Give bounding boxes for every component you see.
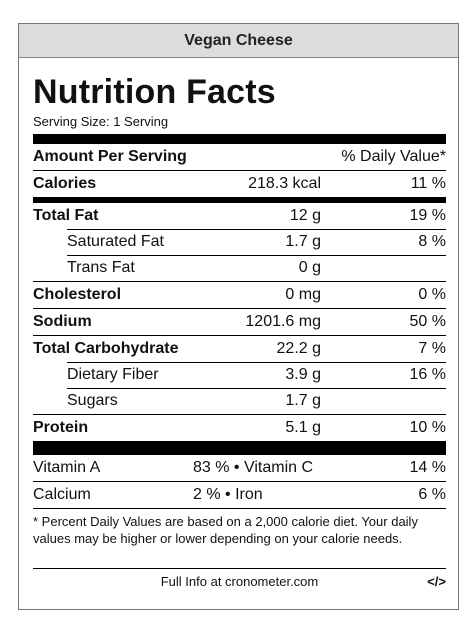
nutrient-row-sugars: Sugars 1.7 g bbox=[33, 388, 446, 414]
nutrient-amount: 1201.6 mg bbox=[245, 313, 321, 330]
label-body: Nutrition Facts Serving Size: 1 Serving … bbox=[33, 64, 446, 595]
nutrient-name: Protein bbox=[33, 419, 89, 436]
nutrient-amount: 0 g bbox=[298, 259, 321, 276]
nutrient-name: Total Fat bbox=[33, 207, 99, 224]
nutrient-amount: 22.2 g bbox=[276, 340, 321, 357]
label-footer: Full Info at cronometer.com </> bbox=[33, 568, 446, 595]
nutrient-row-trans-fat: Trans Fat 0 g bbox=[33, 255, 446, 281]
nutrient-name: Dietary Fiber bbox=[67, 366, 159, 383]
vitamin-row: Calcium 2 % • Iron 6 % bbox=[33, 481, 446, 508]
serving-size: Serving Size: 1 Serving bbox=[33, 114, 169, 129]
nutrient-name: Total Carbohydrate bbox=[33, 340, 179, 357]
daily-value-label: % Daily Value* bbox=[341, 148, 446, 165]
divider-heavy bbox=[33, 441, 446, 455]
cronometer-link[interactable]: Full Info at cronometer.com bbox=[160, 574, 319, 589]
nutrient-dv: 0 % bbox=[418, 286, 446, 303]
vitamin-row: Vitamin A 83 % • Vitamin C 14 % bbox=[33, 455, 446, 481]
embed-code-icon[interactable]: </> bbox=[427, 574, 446, 589]
divider-thick bbox=[33, 134, 446, 144]
nutrient-amount: 1.7 g bbox=[285, 392, 321, 409]
nutrient-row-total-fat: Total Fat 12 g 19 % bbox=[33, 203, 446, 229]
nutrient-row-sodium: Sodium 1201.6 mg 50 % bbox=[33, 308, 446, 335]
nutrient-name: Trans Fat bbox=[67, 259, 135, 276]
nutrient-name: Cholesterol bbox=[33, 286, 122, 303]
vitamin-name: Vitamin A bbox=[33, 459, 101, 476]
nutrient-dv: 16 % bbox=[409, 366, 446, 383]
nutrient-amount: 218.3 kcal bbox=[248, 175, 321, 192]
vitamin-dv-right: 6 % bbox=[418, 486, 446, 503]
nutrient-name: Sodium bbox=[33, 313, 92, 330]
vitamin-dv: 2 % • Iron bbox=[193, 486, 263, 503]
calories-row: Calories 218.3 kcal 11 % bbox=[33, 170, 446, 197]
vitamin-dv: 83 % • Vitamin C bbox=[193, 459, 314, 476]
nutrient-amount: 5.1 g bbox=[285, 419, 321, 436]
nutrient-dv: 10 % bbox=[409, 419, 446, 436]
vitamin-dv-right: 14 % bbox=[409, 459, 446, 476]
nutrient-row-dietary-fiber: Dietary Fiber 3.9 g 16 % bbox=[33, 362, 446, 388]
nutrient-name: Sugars bbox=[67, 392, 118, 409]
nutrient-amount: 3.9 g bbox=[285, 366, 321, 383]
nutrient-row-saturated-fat: Saturated Fat 1.7 g 8 % bbox=[33, 229, 446, 255]
amount-per-serving-label: Amount Per Serving bbox=[33, 148, 187, 165]
nutrient-amount: 1.7 g bbox=[285, 233, 321, 250]
daily-value-footnote: * Percent Daily Values are based on a 2,… bbox=[33, 508, 446, 568]
vitamin-name: Calcium bbox=[33, 486, 91, 503]
nutrient-row-cholesterol: Cholesterol 0 mg 0 % bbox=[33, 281, 446, 308]
nutrient-dv: 50 % bbox=[409, 313, 446, 330]
nutrition-label: Vegan Cheese Nutrition Facts Serving Siz… bbox=[18, 23, 459, 610]
divider-medium bbox=[33, 197, 446, 203]
nutrient-amount: 0 mg bbox=[285, 286, 321, 303]
amount-header-row: Amount Per Serving % Daily Value* bbox=[33, 144, 446, 170]
nutrient-name: Saturated Fat bbox=[67, 233, 164, 250]
nutrient-dv: 19 % bbox=[409, 207, 446, 224]
nutrient-name: Calories bbox=[33, 175, 97, 192]
nutrient-dv: 8 % bbox=[418, 233, 446, 250]
nutrition-facts-title: Nutrition Facts bbox=[33, 73, 276, 111]
nutrient-row-total-carbohydrate: Total Carbohydrate 22.2 g 7 % bbox=[33, 335, 446, 362]
nutrient-dv: 7 % bbox=[418, 340, 446, 357]
nutrient-row-protein: Protein 5.1 g 10 % bbox=[33, 414, 446, 441]
nutrient-dv: 11 % bbox=[410, 175, 446, 192]
nutrient-amount: 12 g bbox=[289, 207, 321, 224]
product-name: Vegan Cheese bbox=[19, 24, 458, 58]
